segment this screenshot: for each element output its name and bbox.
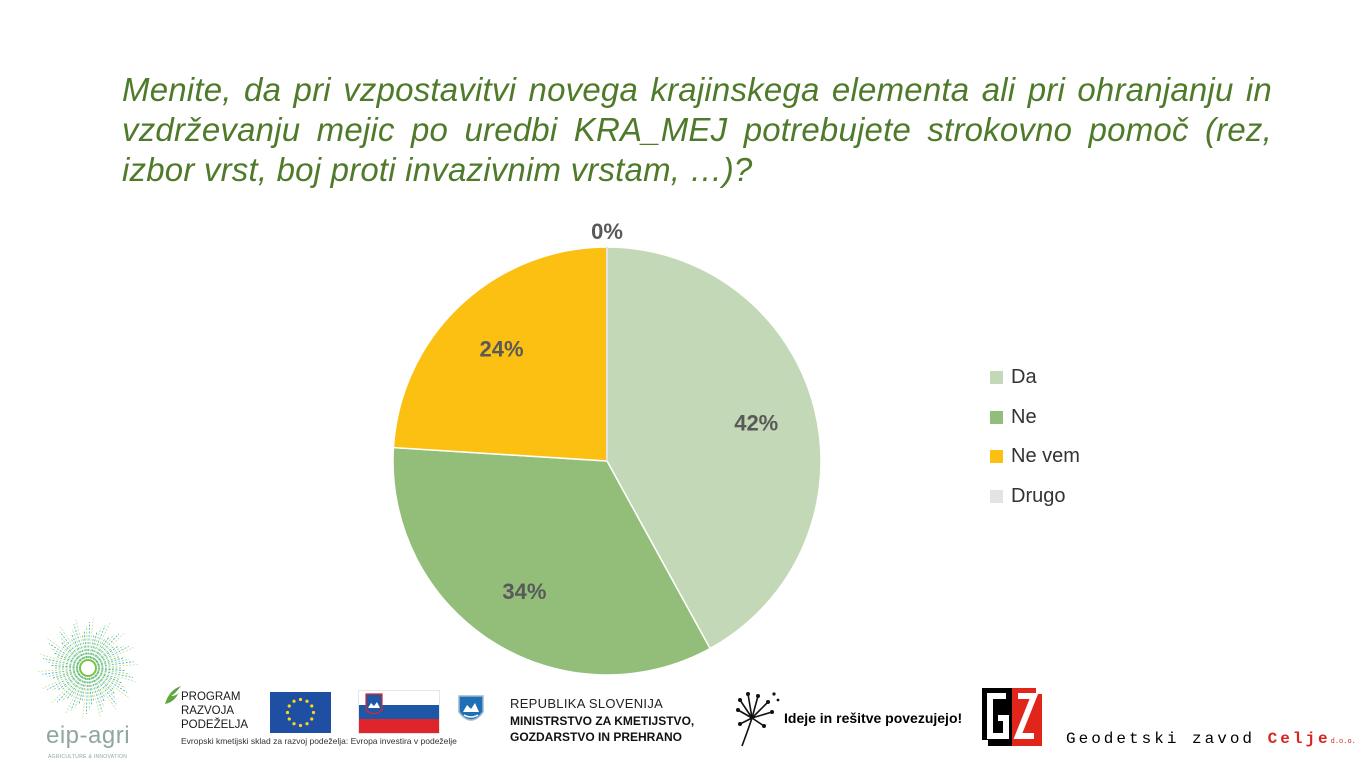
ministry-line-1: MINISTRSTVO ZA KMETIJSTVO, bbox=[510, 714, 695, 728]
ministry-text: MINISTRSTVO ZA KMETIJSTVO, GOZDARSTVO IN… bbox=[510, 713, 694, 745]
pie-chart: 42% 34% 24% 0% bbox=[392, 219, 822, 676]
gz-city: Celje bbox=[1267, 730, 1331, 748]
pie-slice-ne-vem bbox=[392, 246, 608, 462]
gz-suffix: d.o.o. bbox=[1330, 738, 1356, 746]
legend-label-ne-vem: Ne vem bbox=[1011, 445, 1080, 468]
program-razvoja-leaf-icon bbox=[165, 686, 181, 704]
data-label-da: 42% bbox=[734, 411, 778, 436]
eip-agri-wordmark: eip-agri bbox=[46, 722, 131, 749]
data-label-ne-vem: 24% bbox=[480, 337, 524, 362]
footer-logos: eip-agri AGRICULTURE & INNOVATION PROGRA… bbox=[0, 610, 1360, 765]
dandelion-icon bbox=[736, 692, 780, 747]
legend-label-ne: Ne bbox=[1011, 405, 1037, 428]
gz-logo-icon bbox=[982, 688, 1042, 746]
program-razvoja-text: PROGRAM RAZVOJA PODEŽELJA bbox=[181, 690, 248, 732]
legend-swatch-drugo bbox=[990, 489, 1003, 503]
pie-slice-ne bbox=[392, 446, 712, 676]
eip-agri-logo-icon bbox=[38, 618, 138, 718]
program-line-2: RAZVOJA bbox=[181, 705, 235, 717]
ideje-slogan: Ideje in rešitve povezujejo! bbox=[784, 710, 963, 726]
legend-swatch-ne-vem bbox=[990, 450, 1003, 464]
gz-name: Geodetski zavod bbox=[1066, 730, 1256, 748]
program-subtitle: Evropski kmetijski sklad za razvoj podež… bbox=[181, 736, 457, 746]
ministry-line-2: GOZDARSTVO IN PREHRANO bbox=[510, 730, 683, 744]
legend-swatch-da bbox=[990, 371, 1003, 385]
legend-item-ne: Ne bbox=[990, 398, 1080, 438]
data-label-drugo: 0% bbox=[591, 219, 623, 244]
program-line-3: PODEŽELJA bbox=[181, 719, 249, 731]
chart-legend: Da Ne Ne vem Drugo bbox=[990, 358, 1080, 516]
legend-label-drugo: Drugo bbox=[1011, 484, 1066, 507]
legend-item-da: Da bbox=[990, 358, 1080, 398]
data-label-ne: 34% bbox=[502, 579, 546, 604]
legend-label-da: Da bbox=[1011, 366, 1037, 389]
slide-title: Menite, da pri vzpostavitvi novega kraji… bbox=[122, 71, 1272, 188]
legend-item-drugo: Drugo bbox=[990, 477, 1080, 517]
slovenia-coat-of-arms-icon bbox=[458, 695, 484, 721]
legend-item-ne-vem: Ne vem bbox=[990, 437, 1080, 477]
legend-swatch-ne bbox=[990, 410, 1003, 424]
eip-agri-tagline: AGRICULTURE & INNOVATION bbox=[48, 754, 128, 760]
republika-slovenija-text: REPUBLIKA SLOVENIJA bbox=[510, 696, 664, 711]
eu-flag-icon bbox=[270, 692, 331, 733]
pie-slice-da bbox=[606, 246, 822, 650]
program-line-1: PROGRAM bbox=[181, 691, 241, 703]
slovenia-flag-icon bbox=[358, 690, 440, 734]
geodetski-zavod-celje: Geodetski zavod Celjed.o.o. bbox=[1066, 730, 1356, 748]
